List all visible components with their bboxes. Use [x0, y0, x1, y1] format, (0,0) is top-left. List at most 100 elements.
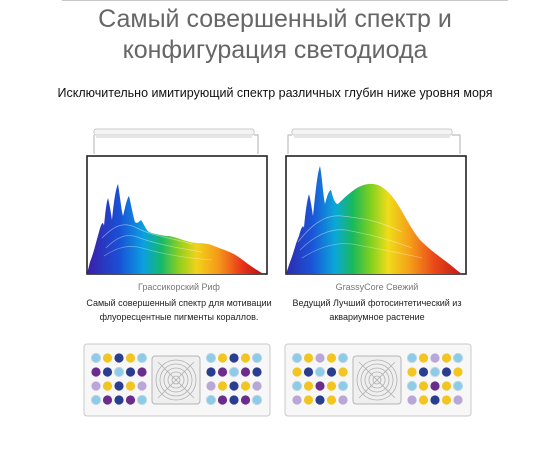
reef-led-panel — [82, 340, 272, 420]
led-dot — [430, 381, 440, 391]
led-dot — [102, 381, 113, 391]
led-dot — [217, 353, 228, 363]
led-dot — [337, 352, 349, 364]
led-dot — [441, 367, 452, 377]
led-dot — [407, 367, 417, 377]
led-dot — [90, 394, 102, 406]
led-dot — [136, 394, 148, 406]
led-dot — [326, 381, 337, 391]
fixture-bracket-left — [287, 134, 292, 154]
led-dot — [315, 381, 325, 391]
fresh-product-description: Ведущий Лучший фотосинтетический из аква… — [272, 296, 482, 324]
led-dot — [452, 380, 464, 392]
led-dot — [228, 366, 240, 378]
led-dot — [338, 395, 348, 405]
title-line-2: конфигурация светодиода — [122, 36, 428, 64]
led-dot — [326, 353, 337, 363]
led-dot — [453, 395, 463, 405]
led-dot — [291, 352, 303, 364]
led-dot — [229, 395, 239, 405]
led-dot — [137, 381, 147, 391]
led-dot — [91, 367, 101, 377]
reef-product-description: Самый совершенный спектр для мотивации ф… — [74, 296, 284, 324]
led-dot — [418, 395, 429, 405]
fresh-desc-line-1: Ведущий Лучший фотосинтетический из — [292, 298, 462, 308]
led-dot — [114, 381, 124, 391]
led-dot — [252, 381, 262, 391]
fresh-tank-illustration — [282, 124, 472, 278]
spectrum-graph — [87, 184, 264, 274]
led-dot — [102, 395, 113, 405]
led-dot — [303, 395, 314, 405]
fresh-led-panel — [283, 340, 473, 420]
led-dot — [240, 381, 251, 391]
led-dot — [430, 353, 440, 363]
top-divider — [62, 0, 508, 1]
led-dot — [441, 381, 452, 391]
led-dot — [303, 367, 314, 377]
led-dot — [102, 367, 113, 377]
fixture-bracket-right — [452, 134, 461, 154]
led-dot — [114, 395, 124, 405]
led-dot — [205, 352, 217, 364]
led-dot — [217, 381, 228, 391]
led-dot — [303, 353, 314, 363]
led-dot — [315, 395, 325, 405]
led-dot — [125, 367, 136, 377]
led-dot — [229, 381, 239, 391]
fresh-product-name: GrassyCore Свежий — [335, 282, 419, 292]
reef-product-name: Грассикорский Риф — [138, 282, 220, 292]
led-dot — [326, 367, 337, 377]
led-dot — [137, 367, 147, 377]
led-dot — [90, 352, 102, 364]
led-dot — [315, 353, 325, 363]
led-dot — [429, 366, 441, 378]
page-title: Самый совершенный спектр и конфигурация … — [0, 4, 550, 66]
led-dot — [452, 352, 464, 364]
led-dot — [292, 367, 302, 377]
led-dot — [125, 395, 136, 405]
led-dot — [217, 367, 228, 377]
reef-desc-line-1: Самый совершенный спектр для мотивации — [86, 298, 272, 308]
led-dot — [453, 367, 463, 377]
spectrum-graph — [286, 166, 462, 274]
led-dot — [326, 395, 337, 405]
led-dot — [102, 353, 113, 363]
led-dot — [205, 394, 217, 406]
led-dot — [229, 353, 239, 363]
led-dot — [206, 367, 216, 377]
led-dot — [338, 367, 348, 377]
fixture-bar — [93, 128, 255, 136]
led-dot — [314, 366, 326, 378]
led-dot — [251, 352, 263, 364]
led-dot — [406, 380, 418, 392]
page-subtitle: Исключительно имитирующий спектр различн… — [57, 86, 493, 100]
fan-icon — [352, 355, 402, 405]
title-line-1: Самый совершенный спектр и — [98, 5, 452, 33]
led-dot — [430, 395, 440, 405]
led-dot — [240, 367, 251, 377]
led-dot — [91, 381, 101, 391]
fresh-caption: GrassyCore Свежий Ведущий Лучший фотосин… — [272, 281, 482, 324]
led-dot — [407, 395, 417, 405]
led-dot — [418, 353, 429, 363]
led-dot — [113, 366, 125, 378]
led-dot — [441, 353, 452, 363]
fixture-bar — [291, 128, 453, 136]
led-dot — [292, 395, 302, 405]
led-dot — [418, 381, 429, 391]
led-dot — [418, 367, 429, 377]
led-dot — [125, 353, 136, 363]
led-dot — [114, 353, 124, 363]
led-dot — [251, 394, 263, 406]
led-dot — [337, 380, 349, 392]
led-dot — [240, 353, 251, 363]
reef-caption: Грассикорский Риф Самый совершенный спек… — [74, 281, 284, 324]
led-dot — [291, 380, 303, 392]
fresh-desc-line-2: аквариумное растение — [329, 312, 425, 322]
led-dot — [441, 395, 452, 405]
led-dot — [125, 381, 136, 391]
led-dot — [406, 352, 418, 364]
led-dot — [206, 381, 216, 391]
reef-tank-illustration — [82, 124, 272, 278]
